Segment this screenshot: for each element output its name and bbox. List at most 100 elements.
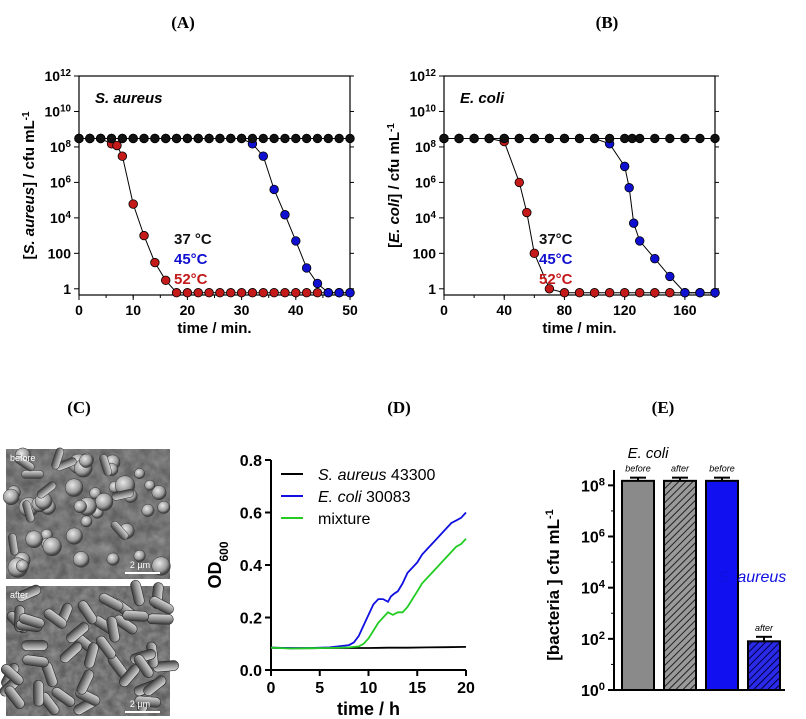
data-point [291,236,301,246]
inset-species-label: S. aureus [95,90,163,107]
data-point [312,133,323,144]
cell [65,527,83,545]
data-point [334,133,344,144]
bar [663,479,697,691]
legend-entry: 37 °C [174,231,212,248]
data-point [128,199,138,209]
y-axis-label: [S. aureus] / cfu mL-1 [21,111,39,260]
data-point [439,133,449,144]
cell [134,468,146,480]
data-point [301,288,312,298]
rod-cell [0,664,24,686]
bar-label: before [625,464,651,474]
cell [73,500,87,514]
y-axis-label: OD600 [205,541,231,588]
data-point [635,288,645,298]
x-tick-label: 30 [234,302,250,318]
cell [133,549,146,562]
y-axis-label: [E. coli] / cfu mL-1 [386,123,404,248]
data-point [624,183,634,193]
rod-cell [98,592,124,612]
y-tick-label: 1 [63,281,71,297]
sem-before-label: before [10,453,36,463]
rod-cell [36,481,57,499]
rod-cell [33,679,44,707]
plot-frame [78,75,351,296]
bacteria-count-bar-chart: 100 102 104 106 108 [bacteria ] cfu mL-1 befor… [544,445,786,700]
x-tick-label: 0 [267,680,276,697]
x-axis-label: time / min. [177,320,251,337]
cell [106,552,120,566]
data-point [629,218,639,228]
bar-label: after [671,464,690,474]
rod-cell [22,654,49,668]
plot-frame [443,75,716,296]
x-tick-label: 0 [75,302,83,318]
data-point [695,288,705,298]
cell [151,485,167,501]
data-point [650,133,660,144]
x-tick-label: 120 [613,302,637,318]
y-tick-label: 106 [50,174,72,191]
data-point [215,133,225,144]
data-point [574,288,585,298]
data-point [74,133,84,144]
data-point [150,133,160,144]
data-point [680,288,690,298]
data-point [323,133,334,144]
x-tick-label: 40 [288,302,304,318]
data-point [665,288,675,298]
rod-cell [143,675,167,697]
y-tick-label: 102 [581,630,605,649]
data-point [499,133,509,144]
legend-entry: mixture [318,511,371,528]
data-point [291,133,301,144]
data-point [280,288,290,298]
data-point [635,236,645,246]
rod-cell [130,579,145,607]
data-point [635,133,645,144]
data-point [258,288,268,298]
legend-entry: S. aureus 43300 [318,467,436,484]
data-point [301,263,312,273]
x-tick-label: 160 [673,302,697,318]
y-tick-label: 0.6 [240,506,262,523]
series-line [270,538,467,650]
data-point [280,210,290,220]
rod-cell [149,596,174,615]
cell [64,478,84,497]
legend-entry: 45°C [539,251,573,268]
y-tick-label: 104 [415,209,437,226]
data-point [680,133,690,144]
legend-entry: 37°C [539,231,573,248]
data-point [226,288,236,298]
rod-cell [14,454,35,472]
scale-label-before: 2 µm [130,560,150,570]
data-point [258,151,268,161]
data-point [236,288,247,298]
data-point [589,133,600,144]
data-point [695,133,705,144]
data-point [559,288,570,298]
rod-cell [66,622,90,644]
rod-cell [99,454,112,477]
x-tick-label: 40 [496,302,512,318]
x-tick-label: 20 [457,680,475,697]
rod-cell [15,584,42,602]
series-line [444,138,715,294]
panel-label-e: (E) [652,398,675,417]
cell [95,492,114,512]
data-point [619,288,630,298]
data-point [226,133,236,144]
data-point [204,133,214,144]
data-point [484,133,494,144]
data-point [650,288,660,298]
rod-cell [133,654,154,679]
series-line [270,511,467,650]
y-tick-label: 100 [581,681,605,700]
scale-label-after: 2 µm [130,699,150,709]
x-tick-label: 10 [360,680,378,697]
data-point [269,133,279,144]
rod-cell [59,641,83,664]
